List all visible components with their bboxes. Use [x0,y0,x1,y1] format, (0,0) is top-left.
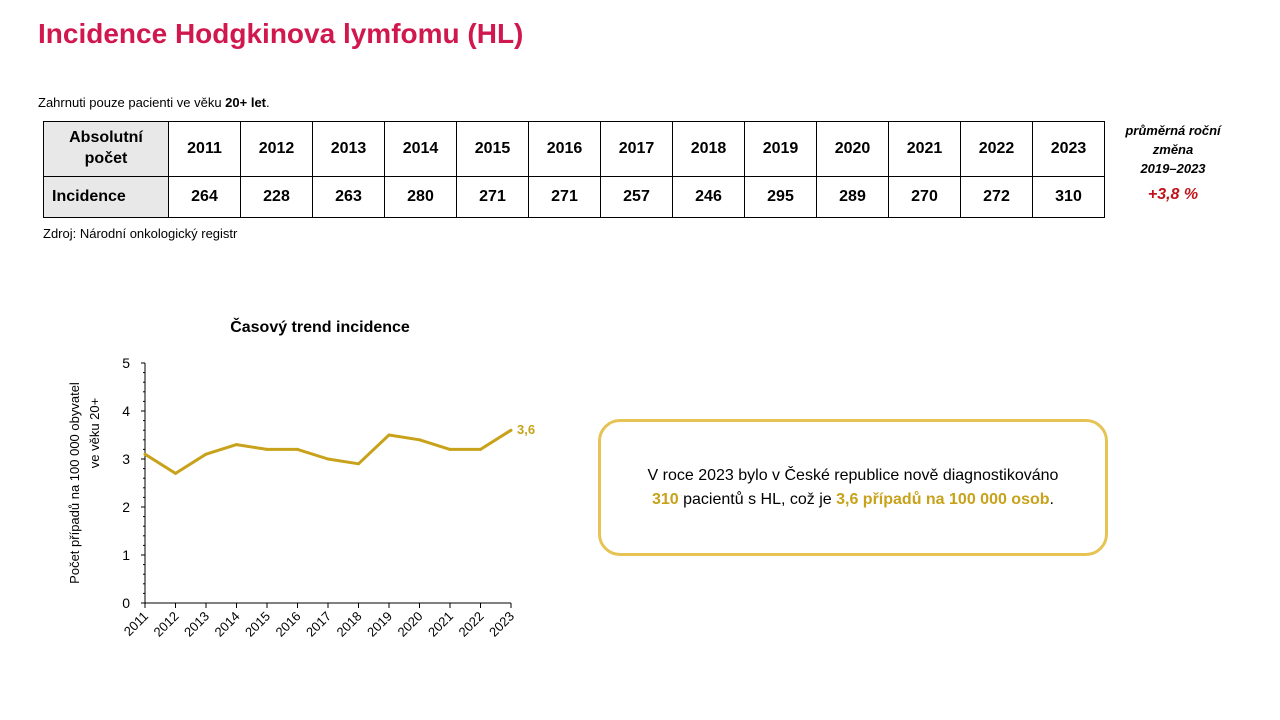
data-point [296,447,299,451]
year-cell: 2018 [672,121,745,177]
note-prefix: Zahrnuti pouze pacienti ve věku [38,95,226,110]
x-tick-label: 2011 [121,609,151,639]
chart-series: 3,6 [143,422,535,475]
y-tick-label: 3 [122,451,130,467]
series-line [144,428,512,475]
year-cell: 2014 [384,121,457,177]
x-tick-label: 2020 [395,609,426,640]
value-cell: 246 [672,176,745,218]
incidence-table: Absolutní počet 2011 2012 2013 2014 2015… [43,121,1105,218]
value-cell: 264 [168,176,241,218]
data-point [143,452,147,456]
value-cell: 228 [240,176,313,218]
x-tick-label: 2021 [425,609,456,640]
header-label-line2: počet [84,150,128,167]
y-axis-label: Počet případů na 100 000 obyvatel ve věku… [67,382,102,584]
data-point [204,452,208,456]
year-cell: 2011 [168,121,241,177]
year-cell: 2016 [528,121,601,177]
y-tick-label: 4 [122,403,130,419]
callout-mid: pacientů s HL, což je [678,490,837,508]
callout-rate: 3,6 případů na 100 000 osob [836,490,1050,508]
data-point [265,447,269,451]
annual-change-label: průměrná roční změna 2019–2023 [1112,121,1234,178]
chart-title: Časový trend incidence [230,319,410,336]
data-point [235,443,238,447]
y-tick-label: 1 [122,547,130,563]
page-title: Incidence Hodgkinova lymfomu (HL) [38,18,524,49]
y-tick-label: 0 [122,595,130,611]
year-cell: 2015 [456,121,529,177]
value-cell: 289 [816,176,889,218]
note-suffix: . [266,95,270,110]
data-point [509,428,513,432]
incidence-trend-chart: Počet případů na 100 000 obyvatel ve věku… [67,355,535,640]
value-cell: 310 [1032,176,1105,218]
x-tick-label: 2017 [303,609,334,640]
end-data-label: 3,6 [517,422,535,437]
x-tick-label: 2014 [212,609,243,640]
callout-text: V roce 2023 bylo v České republice nově … [648,464,1059,512]
year-cell: 2023 [1032,121,1105,177]
data-point [326,457,330,461]
x-tick-label: 2012 [151,609,182,640]
note-bold: 20+ let [225,95,267,110]
year-cell: 2021 [888,121,961,177]
callout-line1: V roce 2023 bylo v České republice nově … [647,466,1059,484]
year-cell: 2020 [816,121,889,177]
year-cell: 2012 [240,121,313,177]
y-axis-label-line1: Počet případů na 100 000 obyvatel [67,382,82,584]
data-point [174,471,177,475]
change-label-line1: průměrná roční [1125,123,1221,138]
x-tick-label: 2022 [456,609,487,640]
value-cell: 295 [744,176,817,218]
value-cell: 271 [456,176,529,218]
summary-callout: V roce 2023 bylo v České republice nově … [598,419,1108,556]
x-tick-label: 2023 [486,609,517,640]
header-label-line1: Absolutní [69,129,143,147]
source-note: Zdroj: Národní onkologický registr [43,226,238,241]
annual-change-value: +3,8 % [1147,186,1199,203]
x-tick-label: 2018 [334,609,365,640]
change-label-line2: změna [1152,142,1194,157]
change-label-line3: 2019–2023 [1140,161,1206,176]
x-tick-label: 2019 [364,609,395,640]
value-cell: 272 [960,176,1033,218]
inclusion-note: Zahrnuti pouze pacienti ve věku 20+ let. [38,95,270,110]
year-cell: 2017 [600,121,673,177]
data-point [357,462,360,466]
table-row-label: Incidence [43,176,169,218]
y-tick-label: 5 [122,355,130,371]
y-tick-label: 2 [122,499,130,515]
data-point [479,447,482,451]
table-row: Incidence 264 228 263 280 271 271 257 24… [43,176,1105,218]
value-cell: 271 [528,176,601,218]
x-tick-label: 2015 [242,609,273,640]
table-header-row: Absolutní počet 2011 2012 2013 2014 2015… [43,121,1105,177]
data-point [448,447,452,451]
value-cell: 263 [312,176,385,218]
x-tick-label: 2016 [273,609,304,640]
data-point [418,438,421,442]
callout-end: . [1049,490,1054,508]
x-tick-label: 2013 [181,609,212,640]
value-cell: 280 [384,176,457,218]
value-cell: 270 [888,176,961,218]
callout-count: 310 [651,490,679,508]
year-cell: 2022 [960,121,1033,177]
table-header-label: Absolutní počet [43,121,169,177]
data-point [387,433,391,437]
year-cell: 2019 [744,121,817,177]
y-axis-label-line2: ve věku 20+ [87,398,102,468]
